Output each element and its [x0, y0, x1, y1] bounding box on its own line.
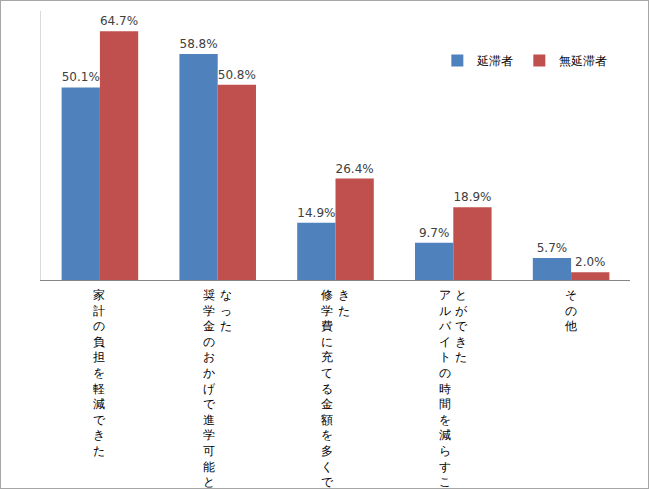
svg-text:9.7%: 9.7% [419, 226, 450, 240]
svg-text:64.7%: 64.7% [100, 14, 138, 28]
svg-text:14.9%: 14.9% [297, 206, 335, 220]
svg-text:きた: きた [338, 288, 350, 318]
svg-text:26.4%: 26.4% [336, 162, 374, 176]
svg-text:家計の負担を軽減できた: 家計の負担を軽減できた [93, 288, 106, 458]
svg-text:58.8%: 58.8% [179, 37, 217, 51]
svg-text:5.7%: 5.7% [537, 241, 568, 255]
svg-text:2.0%: 2.0% [575, 255, 606, 269]
svg-text:修学費に充てる金額を多くで: 修学費に充てる金額を多くで [321, 288, 334, 488]
svg-text:なった: なった [220, 288, 232, 333]
svg-text:延滞者: 延滞者 [476, 54, 513, 68]
svg-text:その他: その他 [565, 288, 577, 333]
svg-text:50.1%: 50.1% [62, 70, 100, 84]
svg-text:50.8%: 50.8% [218, 68, 256, 82]
svg-text:アルバイトの時間を減らすこ: アルバイトの時間を減らすこ [438, 288, 452, 488]
svg-text:無延滞者: 無延滞者 [559, 54, 607, 68]
svg-text:とができた: とができた [455, 288, 468, 364]
svg-text:18.9%: 18.9% [453, 190, 491, 204]
svg-text:奨学金のおかげで進学可能と: 奨学金のおかげで進学可能と [203, 288, 216, 488]
